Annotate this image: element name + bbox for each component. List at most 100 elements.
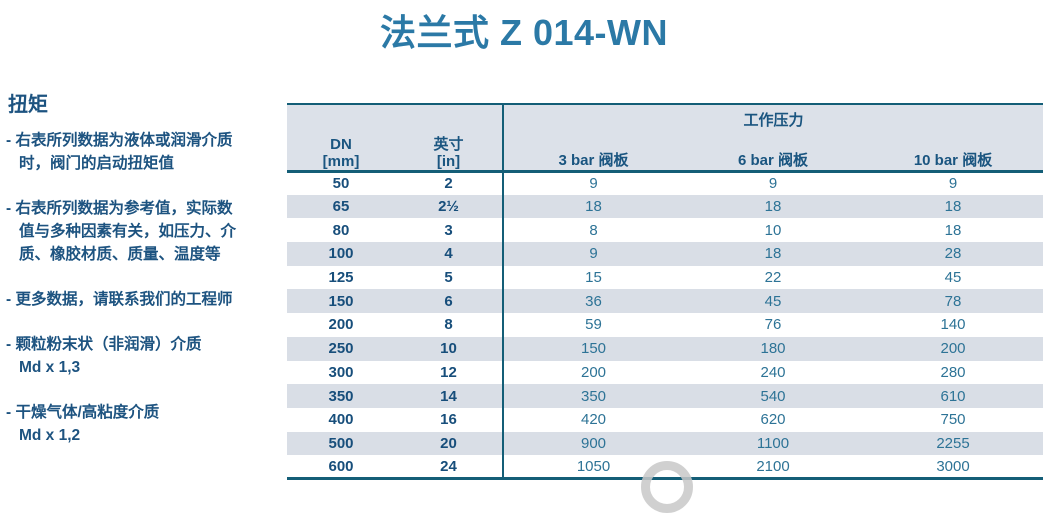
cell-10bar: 45 bbox=[944, 269, 962, 287]
cell-6bar: 620 bbox=[760, 411, 786, 429]
cell-10bar: 2255 bbox=[936, 434, 970, 452]
cell-dn: 200 bbox=[328, 316, 354, 334]
torque-notes-panel: 扭矩 - 右表所列数据为液体或润滑介质 时，阀门的启动扭矩值 - 右表所列数据为… bbox=[6, 88, 286, 469]
cell-6bar: 180 bbox=[760, 340, 786, 358]
header-dn-unit: [mm] bbox=[322, 152, 360, 170]
header-inch-unit: [in] bbox=[436, 152, 461, 170]
cell-6bar: 9 bbox=[768, 175, 778, 193]
cell-inch: 4 bbox=[444, 245, 453, 263]
cell-6bar: 76 bbox=[764, 316, 782, 334]
table-row: 250 10 150 180 200 bbox=[287, 336, 1044, 361]
torque-note-item: - 颗粒粉末状（非润滑）介质 Md x 1,3 bbox=[6, 336, 202, 376]
cell-dn: 150 bbox=[328, 292, 354, 310]
header-inch: 英寸 [in] bbox=[395, 104, 503, 173]
cell-inch: 12 bbox=[440, 363, 457, 381]
cell-3bar: 200 bbox=[502, 360, 683, 385]
cell-inch: 2½ bbox=[438, 198, 459, 216]
cell-inch: 10 bbox=[440, 340, 457, 358]
cell-inch: 14 bbox=[440, 387, 457, 405]
cell-dn: 50 bbox=[332, 175, 350, 193]
cell-10bar: 610 bbox=[940, 387, 966, 405]
cell-6bar: 240 bbox=[760, 363, 786, 381]
header-working-pressure: 工作压力 bbox=[501, 104, 1044, 133]
table-row: 50 2 9 9 9 bbox=[287, 171, 1043, 195]
cell-6bar: 18 bbox=[764, 245, 782, 263]
cell-10bar: 200 bbox=[940, 340, 966, 358]
cell-3bar: 420 bbox=[502, 407, 683, 432]
cell-dn: 65 bbox=[332, 198, 350, 216]
table-row: 300 12 200 240 280 bbox=[287, 360, 1043, 385]
cell-6bar: 10 bbox=[764, 221, 782, 239]
cell-10bar: 28 bbox=[944, 245, 962, 263]
torque-notes-list: - 右表所列数据为液体或润滑介质 时，阀门的启动扭矩值 - 右表所列数据为参考值… bbox=[6, 129, 286, 447]
table-row: 400 16 420 620 750 bbox=[287, 407, 1043, 432]
cell-inch: 8 bbox=[444, 316, 453, 334]
cell-3bar: 15 bbox=[502, 265, 683, 290]
cell-6bar: 540 bbox=[760, 387, 786, 405]
torque-note-item: - 干燥气体/高粘度介质 Md x 1,2 bbox=[6, 404, 160, 444]
cell-inch: 3 bbox=[444, 221, 453, 239]
torque-table: DN [mm] 英寸 [in] 工作压力 3 bar 阀板 6 bar 阀板 1… bbox=[287, 103, 1044, 481]
cell-6bar: 2100 bbox=[756, 457, 790, 475]
cell-dn: 400 bbox=[328, 411, 354, 429]
cell-3bar: 1050 bbox=[502, 455, 683, 479]
cell-3bar: 350 bbox=[502, 384, 683, 408]
table-row: 200 8 59 76 140 bbox=[287, 313, 1043, 337]
cell-10bar: 9 bbox=[948, 175, 958, 193]
cell-dn: 350 bbox=[328, 387, 354, 405]
page-title: 法兰式 Z 014-WN bbox=[379, 12, 669, 53]
table-row: 500 20 900 1100 2255 bbox=[287, 431, 1044, 456]
header-dn-label: DN bbox=[330, 135, 352, 153]
table-row: 100 4 9 18 28 bbox=[287, 242, 1044, 266]
cell-10bar: 78 bbox=[944, 292, 962, 310]
header-6bar-disc: 6 bar 阀板 bbox=[683, 133, 863, 173]
cell-3bar: 9 bbox=[502, 242, 683, 266]
torque-heading: 扭矩 bbox=[8, 94, 48, 116]
cell-3bar: 8 bbox=[502, 218, 683, 243]
cell-10bar: 18 bbox=[944, 221, 962, 239]
header-dn-mm: DN [mm] bbox=[287, 104, 395, 173]
cell-dn: 500 bbox=[328, 434, 354, 452]
cell-3bar: 36 bbox=[502, 289, 683, 314]
header-inch-label: 英寸 bbox=[433, 135, 464, 153]
torque-note-item: - 右表所列数据为液体或润滑介质 时，阀门的启动扭矩值 bbox=[6, 132, 233, 172]
cell-10bar: 18 bbox=[944, 198, 962, 216]
cell-dn: 125 bbox=[328, 269, 354, 287]
cell-6bar: 1100 bbox=[756, 434, 790, 452]
cell-dn: 300 bbox=[328, 363, 354, 381]
cell-10bar: 3000 bbox=[936, 457, 970, 475]
cell-inch: 16 bbox=[440, 411, 457, 429]
cell-10bar: 280 bbox=[940, 363, 966, 381]
table-row: 150 6 36 45 78 bbox=[287, 289, 1044, 314]
header-3bar-disc: 3 bar 阀板 bbox=[502, 133, 683, 173]
table-row: 350 14 350 540 610 bbox=[287, 384, 1044, 408]
cell-inch: 6 bbox=[444, 292, 453, 310]
partial-ring-watermark-icon bbox=[641, 461, 693, 513]
torque-note-item: - 更多数据，请联系我们的工程师 bbox=[6, 291, 233, 308]
table-row: 600 24 1050 2100 3000 bbox=[287, 455, 1043, 479]
cell-10bar: 140 bbox=[940, 316, 966, 334]
cell-6bar: 22 bbox=[764, 269, 782, 287]
table-row: 65 2½ 18 18 18 bbox=[287, 194, 1044, 219]
header-10bar-disc: 10 bar 阀板 bbox=[863, 133, 1044, 173]
cell-dn: 100 bbox=[328, 245, 354, 263]
torque-table-header: DN [mm] 英寸 [in] 工作压力 3 bar 阀板 6 bar 阀板 1… bbox=[287, 104, 1044, 173]
cell-inch: 5 bbox=[444, 269, 453, 287]
torque-table-body: 50 2 9 9 9 65 2½ 18 18 18 80 3 bbox=[287, 171, 1044, 479]
table-row: 125 5 15 22 45 bbox=[287, 265, 1043, 290]
cell-3bar: 900 bbox=[502, 431, 683, 456]
cell-3bar: 9 bbox=[502, 171, 683, 195]
cell-inch: 24 bbox=[440, 457, 457, 475]
cell-6bar: 45 bbox=[764, 292, 782, 310]
cell-6bar: 18 bbox=[764, 198, 782, 216]
cell-3bar: 18 bbox=[502, 194, 683, 219]
cell-3bar: 59 bbox=[502, 313, 683, 337]
cell-dn: 250 bbox=[328, 340, 354, 358]
torque-note-item: - 右表所列数据为参考值，实际数 值与多种因素有关，如压力、介 质、橡胶材质、质… bbox=[6, 200, 237, 263]
cell-dn: 80 bbox=[332, 221, 350, 239]
cell-10bar: 750 bbox=[940, 411, 966, 429]
cell-dn: 600 bbox=[328, 457, 354, 475]
cell-inch: 2 bbox=[444, 175, 453, 193]
table-row: 80 3 8 10 18 bbox=[287, 218, 1043, 243]
cell-inch: 20 bbox=[440, 434, 457, 452]
